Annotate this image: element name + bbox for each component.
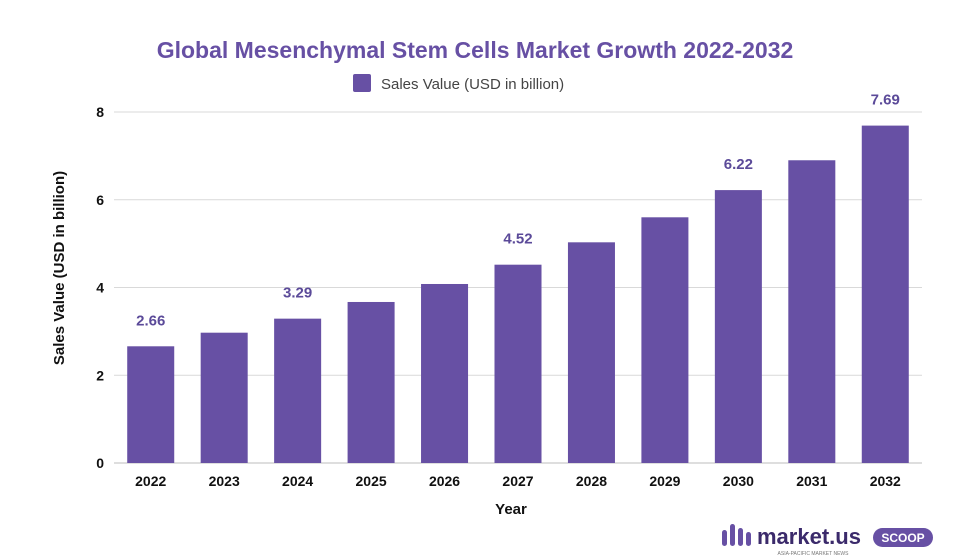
x-tick-label: 2024 (282, 473, 313, 489)
y-tick-label: 4 (96, 280, 104, 296)
legend-label: Sales Value (USD in billion) (381, 76, 564, 93)
bar-2028 (567, 242, 615, 463)
bar-2024 (274, 318, 322, 463)
legend-swatch (353, 74, 371, 92)
logo-text: market.us (757, 524, 861, 549)
x-tick-label: 2027 (502, 473, 533, 489)
market-us-logo: market.us SCOOP ASIA-PACIFIC MARKET NEWS (722, 524, 933, 557)
y-axis-ticks: 0 2 4 6 8 (96, 104, 104, 471)
x-axis-label: Year (495, 501, 527, 518)
x-tick-label: 2032 (870, 473, 901, 489)
legend: Sales Value (USD in billion) (353, 74, 564, 93)
data-label-2027: 4.52 (503, 231, 532, 248)
scoop-badge-text: SCOOP (881, 531, 924, 545)
bar-2025 (347, 301, 395, 463)
data-labels: 2.66 3.29 4.52 6.22 7.69 (136, 92, 900, 330)
y-tick-label: 2 (96, 367, 104, 383)
bar-2030 (714, 190, 762, 463)
x-tick-label: 2031 (796, 473, 827, 489)
data-label-2022: 2.66 (136, 312, 165, 329)
bar-2029 (641, 217, 689, 463)
bar-2026 (421, 283, 469, 463)
bar-2027 (494, 264, 542, 463)
y-tick-label: 0 (96, 455, 104, 471)
data-label-2032: 7.69 (871, 92, 900, 109)
x-tick-label: 2030 (723, 473, 754, 489)
data-label-2024: 3.29 (283, 285, 312, 302)
bar-2032 (861, 125, 909, 463)
y-tick-label: 8 (96, 104, 104, 120)
chart-title: Global Mesenchymal Stem Cells Market Gro… (157, 37, 794, 63)
bars (127, 125, 909, 463)
logo-tagline: ASIA-PACIFIC MARKET NEWS (778, 551, 850, 557)
x-tick-label: 2023 (209, 473, 240, 489)
x-tick-label: 2022 (135, 473, 166, 489)
bar-2022 (127, 346, 175, 463)
x-axis-ticks: 2022 2023 2024 2025 2026 2027 2028 2029 2030 2031… (135, 473, 901, 489)
logo-mark-icon (722, 524, 751, 546)
x-tick-label: 2028 (576, 473, 607, 489)
x-tick-label: 2026 (429, 473, 460, 489)
x-tick-label: 2025 (356, 473, 387, 489)
scoop-badge (873, 528, 933, 547)
y-axis-label: Sales Value (USD in billion) (51, 171, 68, 365)
y-tick-label: 6 (96, 192, 104, 208)
x-tick-label: 2029 (649, 473, 680, 489)
data-label-2030: 6.22 (724, 156, 753, 173)
bar-2031 (788, 160, 836, 463)
bar-2023 (200, 332, 248, 463)
